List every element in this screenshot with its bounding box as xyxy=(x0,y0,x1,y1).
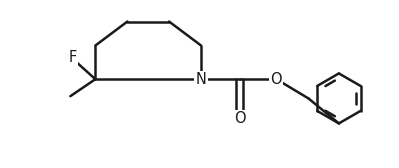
Text: F: F xyxy=(69,50,77,65)
Text: O: O xyxy=(271,72,282,87)
Text: N: N xyxy=(196,72,207,87)
Text: O: O xyxy=(234,111,245,126)
